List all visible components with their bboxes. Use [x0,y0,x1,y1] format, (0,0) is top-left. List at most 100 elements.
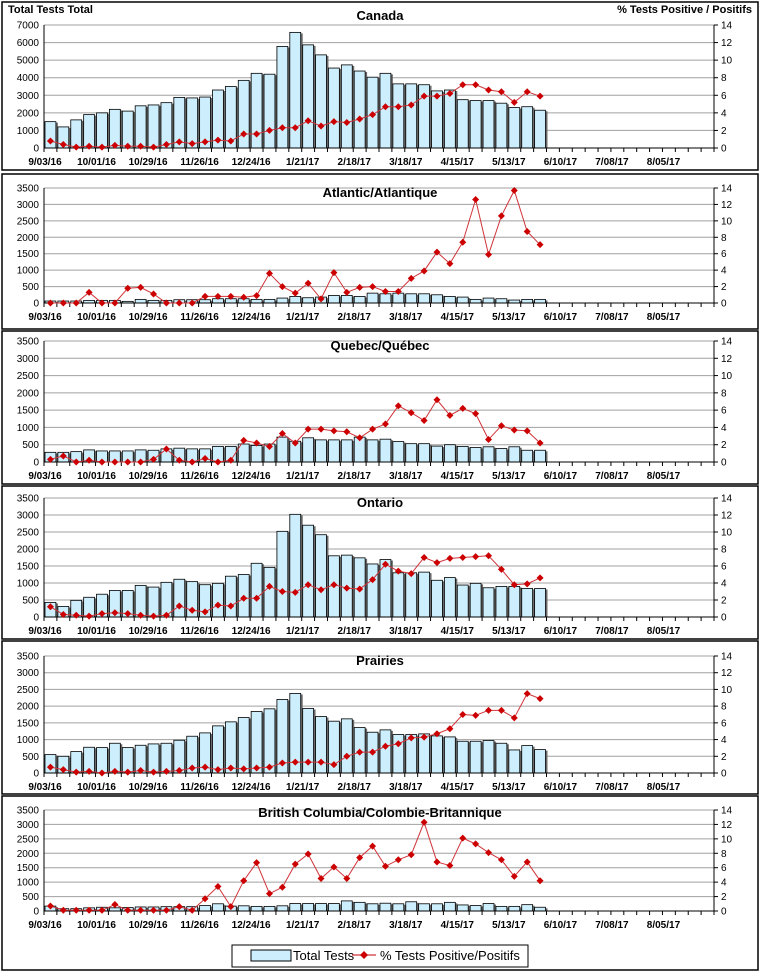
marker-pct-positive [485,849,493,857]
x-tick-label: 10/29/16 [129,471,168,482]
marker-pct-positive [214,458,222,466]
y-right-tick-label: 0 [721,144,727,155]
marker-pct-positive [420,818,428,826]
bar-total-tests [302,44,314,149]
bar-total-tests [456,584,469,618]
marker-pct-positive [162,445,170,453]
y-left-tick-label: 2000 [17,233,40,244]
marker-pct-positive [162,611,170,619]
legend-bar-label: Total Tests [293,948,355,963]
marker-pct-positive [111,609,119,617]
marker-pct-positive [523,88,531,96]
marker-pct-positive [265,582,273,590]
bar-total-tests [315,54,327,149]
marker-pct-positive [46,455,54,463]
marker-pct-positive [111,901,119,909]
x-tick-label: 2/18/17 [338,626,372,637]
marker-pct-positive [523,228,531,236]
bar-total-tests [482,587,495,618]
y-right-tick-label: 10 [721,685,733,696]
bar-total-tests [250,562,263,618]
panel-prairies: 0 500 1000 1500 2000 2500 3000 3500 0 2 4 6 8 10 12 14 9… [1,640,759,795]
marker-pct-positive [253,594,261,602]
marker-pct-positive [407,734,415,742]
y-right-tick-label: 2 [721,440,727,451]
marker-pct-positive [459,554,467,561]
x-tick-label: 2/18/17 [338,471,372,482]
bar-total-tests [379,902,392,912]
bar-total-tests [263,73,276,149]
marker-pct-positive [175,456,183,464]
y-right-tick-label: 6 [721,863,727,874]
x-tick-label: 8/05/17 [647,471,681,482]
marker-pct-positive [240,765,248,773]
x-tick-label: 1/21/17 [286,471,320,482]
panel-title: Quebec/Québec [331,338,430,353]
bar-total-tests [173,578,186,618]
y-right-tick-label: 12 [721,511,733,522]
y-right-tick-label: 12 [721,820,733,831]
bar-total-tests [392,83,405,149]
x-tick-label: 12/24/16 [232,157,271,168]
bar-total-tests [340,64,353,149]
bar-total-tests [392,572,405,618]
marker-pct-positive [510,426,518,434]
marker-pct-positive [381,862,389,870]
marker-pct-positive [278,759,286,767]
y-left-tick-label: 2000 [17,388,40,399]
panel-ontario: 0 500 1000 1500 2000 2500 3000 3500 0 2 4 6 8 10 12 14 9… [1,485,759,640]
bar-total-tests [444,577,456,618]
bar-total-tests [224,575,237,618]
marker-pct-positive [433,248,441,256]
x-tick-label: 7/08/17 [595,782,629,793]
y-left-tick-label: 1000 [17,878,40,889]
y-left-axis-title: Total Tests Total [8,4,93,16]
x-tick-label: 10/01/16 [77,312,116,323]
y-right-tick-label: 2 [721,282,727,293]
y-right-tick-label: 6 [721,249,727,260]
y-right-tick-label: 8 [721,233,727,244]
panel-title: Atlantic/Atlantique [323,185,438,200]
bar-total-tests [534,906,546,912]
panel-title: Canada [357,8,405,23]
bar-total-tests [328,295,340,304]
bar-total-tests [379,438,392,463]
bar-total-tests [315,534,327,618]
marker-pct-positive [98,143,106,151]
x-tick-label: 8/05/17 [647,626,681,637]
y-right-axis-title: % Tests Positive / Positifs [617,4,752,16]
marker-pct-positive [304,279,312,287]
bar-total-tests [237,717,250,774]
y-right-tick-label: 0 [721,769,727,780]
x-tick-label: 4/15/17 [441,782,475,793]
marker-pct-positive [59,766,67,774]
marker-pct-positive [278,283,286,291]
bar-total-tests [160,581,173,618]
bar-total-tests [289,513,302,618]
marker-pct-positive [111,299,119,307]
x-tick-label: 4/15/17 [441,471,475,482]
bar-total-tests [469,447,482,463]
bar-total-tests [263,298,276,304]
y-left-tick-label: 500 [22,892,39,903]
marker-pct-positive [497,422,505,430]
x-tick-label: 7/08/17 [595,626,629,637]
x-tick-label: 4/15/17 [441,157,475,168]
marker-pct-positive [59,299,67,307]
y-right-tick-label: 2 [721,892,727,903]
marker-pct-positive [253,439,261,447]
marker-pct-positive [150,143,158,151]
bar-total-tests [315,903,327,912]
y-right-tick-label: 10 [721,528,733,539]
bar-total-tests [521,588,534,618]
marker-pct-positive [381,420,389,428]
marker-pct-positive [420,267,428,275]
legend-box [231,944,529,968]
x-tick-label: 9/03/16 [28,782,62,793]
x-tick-label: 9/03/16 [28,920,62,931]
y-left-tick-label: 500 [22,440,39,451]
bar-total-tests [340,295,353,304]
bar-total-tests [379,729,392,774]
bar-total-tests [482,297,495,304]
marker-pct-positive [446,90,454,98]
